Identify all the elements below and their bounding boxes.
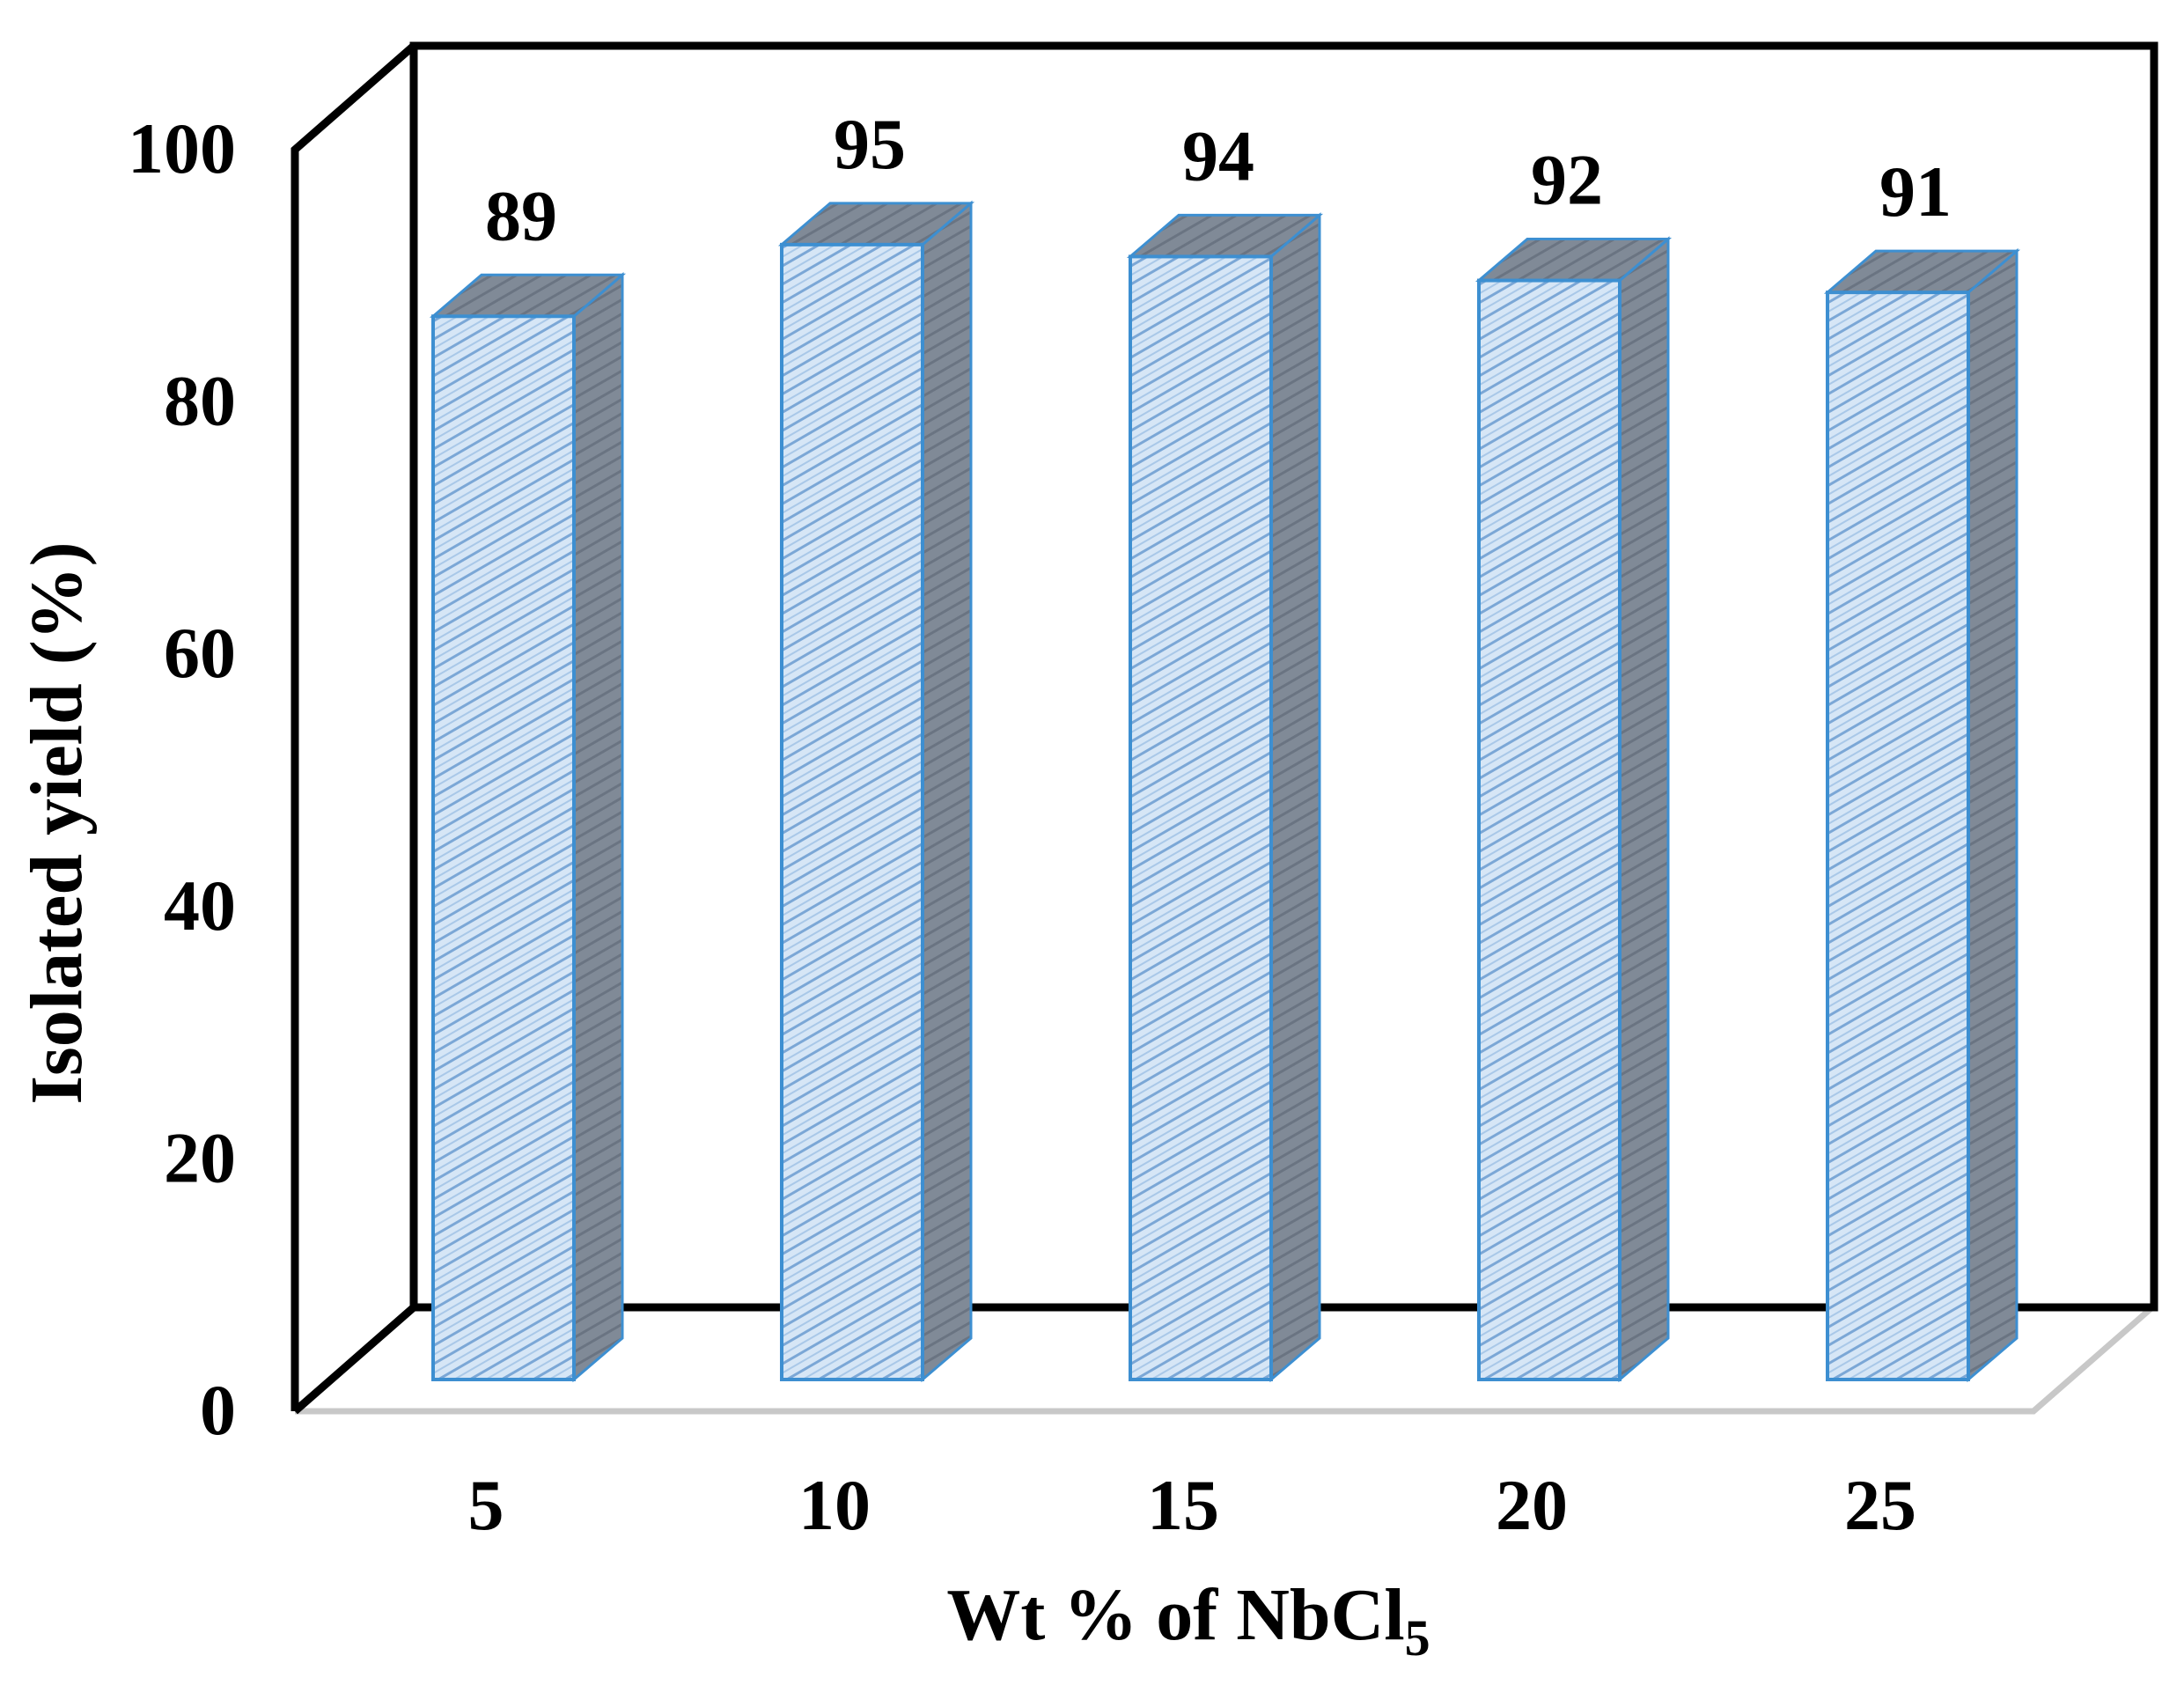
bar-25	[1823, 247, 2021, 1383]
data-label: 95	[834, 104, 906, 184]
y-tick-label: 60	[164, 613, 236, 693]
y-tick-label: 40	[164, 865, 236, 946]
bar-15	[1126, 212, 1324, 1383]
side-wall-bottom-edge	[292, 1304, 416, 1415]
bar-side-face	[1967, 247, 2019, 1383]
y-tick-label: 0	[200, 1370, 236, 1450]
bar-10	[777, 200, 975, 1383]
bar-side-face	[572, 272, 624, 1383]
bars-group	[429, 200, 2021, 1383]
labels-group: 0 20 40 60 80 100 89 5 95 10 94 15 92 20 91 25	[128, 104, 1952, 1545]
bar-front-face	[1477, 278, 1621, 1381]
bar-5	[429, 272, 627, 1383]
x-tick-label: 20	[1496, 1465, 1568, 1545]
bar-front-face	[1129, 254, 1273, 1381]
data-label: 92	[1531, 140, 1603, 220]
x-axis-title-subscript: 5	[1405, 1609, 1430, 1667]
y-tick-label: 80	[164, 361, 236, 441]
bar-side-face	[1269, 212, 1321, 1383]
bar-front-face	[431, 314, 576, 1381]
floor-outline	[295, 1305, 2155, 1415]
x-tick-label: 25	[1844, 1465, 1916, 1545]
y-tick-label: 100	[128, 108, 236, 188]
bar-front-face	[780, 242, 924, 1382]
x-axis-title: Wt % of NbCl5	[946, 1574, 1430, 1667]
data-label: 89	[485, 175, 557, 255]
data-label: 91	[1879, 151, 1952, 232]
bar-20	[1474, 236, 1673, 1383]
side-wall-top-edge	[290, 42, 416, 1411]
x-tick-label: 15	[1147, 1465, 1219, 1545]
bar-front-face	[1826, 291, 1970, 1381]
x-axis-title-main: Wt % of NbCl	[946, 1574, 1404, 1656]
data-label: 94	[1182, 115, 1254, 195]
bar-side-face	[1618, 236, 1670, 1383]
y-tick-label: 20	[164, 1117, 236, 1197]
x-tick-label: 5	[468, 1465, 504, 1545]
bar-side-face	[921, 200, 973, 1383]
y-axis-title: Isolated yield (%)	[16, 541, 98, 1104]
x-tick-label: 10	[798, 1465, 871, 1545]
